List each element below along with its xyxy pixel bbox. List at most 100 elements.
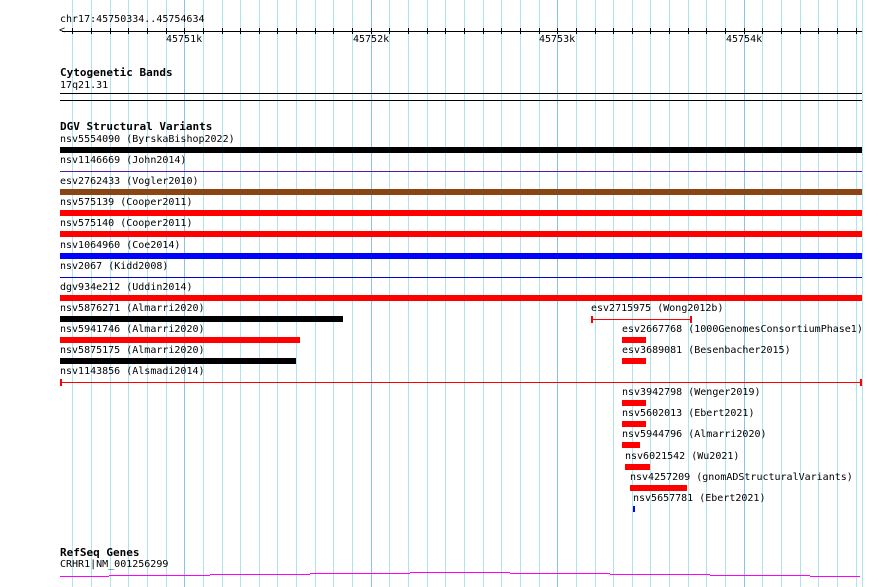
feature-bar[interactable] — [60, 316, 343, 322]
feature-label[interactable]: nsv1064960 (Coe2014) — [60, 240, 180, 252]
feature-bar[interactable] — [60, 358, 296, 364]
track-title: Cytogenetic Bands — [60, 66, 173, 79]
ruler-tick — [166, 28, 167, 34]
feature-label[interactable]: nsv5875175 (Almarri2020) — [60, 345, 205, 357]
feature-source: (Ebert2021) — [688, 408, 755, 419]
feature-label[interactable]: nsv1143856 (Alsmadi2014) — [60, 366, 205, 378]
feature-bar[interactable] — [633, 506, 635, 512]
feature-bar[interactable] — [622, 400, 646, 406]
feature-source: (Cooper2011) — [120, 218, 193, 229]
gene-segment[interactable] — [210, 574, 310, 575]
left-arrow-icon[interactable]: < — [59, 25, 66, 36]
feature-source: (Vogler2010) — [126, 176, 199, 187]
feature-bar[interactable] — [622, 358, 646, 364]
ruler-tick — [595, 28, 596, 34]
minor-grid-line — [576, 0, 577, 587]
feature-bar[interactable] — [60, 337, 300, 343]
ruler-tick — [539, 28, 540, 34]
feature-id: dgv934e212 — [60, 282, 121, 293]
feature-id: nsv575139 — [60, 197, 115, 208]
minor-grid-line — [632, 0, 633, 587]
gene-segment[interactable] — [510, 573, 610, 574]
feature-label[interactable]: nsv5876271 (Almarri2020) — [60, 303, 205, 315]
ruler-tick — [110, 28, 111, 34]
feature-label[interactable]: nsv5657781 (Ebert2021) — [633, 493, 765, 505]
gene-segment[interactable] — [710, 575, 810, 576]
minor-grid-line — [445, 0, 446, 587]
ruler-tick — [277, 28, 278, 34]
ruler-tick — [725, 28, 726, 34]
feature-label[interactable]: esv3689081 (Besenbacher2015) — [622, 345, 791, 357]
ruler-tick — [520, 28, 521, 34]
feature-line[interactable] — [60, 171, 862, 172]
ruler-tick — [501, 28, 502, 34]
feature-label[interactable]: esv2762433 (Vogler2010) — [60, 176, 199, 188]
major-grid-line — [184, 0, 185, 587]
feature-label[interactable]: nsv4257209 (gnomADStructuralVariants) — [630, 472, 853, 484]
gene-segment[interactable] — [109, 575, 210, 576]
feature-bar[interactable] — [60, 189, 862, 195]
feature-end-cap — [860, 379, 862, 386]
feature-bar[interactable] — [60, 295, 862, 301]
minor-grid-line — [650, 0, 651, 587]
feature-bar[interactable] — [630, 485, 687, 491]
ruler-tick — [389, 28, 390, 34]
feature-label[interactable]: esv2715975 (Wong2012b) — [591, 303, 723, 315]
feature-label[interactable]: esv2667768 (1000GenomesConsortiumPhase1) — [622, 324, 863, 336]
minor-grid-line — [352, 0, 353, 587]
feature-id: nsv5657781 — [633, 493, 694, 504]
ruler-tick — [203, 28, 204, 34]
feature-bar[interactable] — [60, 210, 862, 216]
feature-label[interactable]: nsv6021542 (Wu2021) — [625, 451, 739, 463]
feature-source: (gnomADStructuralVariants) — [696, 472, 853, 483]
minor-grid-line — [781, 0, 782, 587]
feature-label[interactable]: nsv1146669 (John2014) — [60, 155, 186, 167]
ruler-tick — [669, 28, 670, 34]
feature-bar[interactable] — [622, 337, 646, 343]
feature-bar[interactable] — [622, 442, 640, 448]
gene-segment[interactable] — [310, 573, 410, 574]
feature-bar[interactable] — [60, 253, 862, 259]
gene-segment[interactable] — [60, 576, 109, 577]
track-title: RefSeq Genes — [60, 546, 140, 559]
ruler-tick — [576, 28, 577, 34]
feature-label[interactable]: nsv5941746 (Almarri2020) — [60, 324, 205, 336]
feature-id: nsv5944796 — [622, 429, 683, 440]
ruler-tick — [856, 28, 857, 34]
feature-label[interactable]: nsv5602013 (Ebert2021) — [622, 408, 754, 420]
feature-line[interactable] — [60, 277, 862, 278]
feature-id: nsv575140 — [60, 218, 115, 229]
feature-bar[interactable] — [60, 147, 862, 153]
gene-segment[interactable] — [610, 574, 710, 575]
minor-grid-line — [147, 0, 148, 587]
feature-label[interactable]: nsv5944796 (Almarri2020) — [622, 429, 767, 441]
minor-grid-line — [408, 0, 409, 587]
feature-label[interactable]: nsv3942798 (Wenger2019) — [622, 387, 761, 399]
track-divider — [60, 100, 862, 101]
feature-label[interactable]: dgv934e212 (Uddin2014) — [60, 282, 192, 294]
ruler-major-label: 45751k — [166, 34, 203, 45]
feature-source: (Kidd2008) — [108, 261, 169, 272]
feature-label[interactable]: nsv2067 (Kidd2008) — [60, 261, 168, 273]
feature-line[interactable] — [591, 319, 692, 320]
feature-id: nsv3942798 — [622, 387, 683, 398]
feature-source: (Almarri2020) — [688, 429, 767, 440]
minor-grid-line — [296, 0, 297, 587]
feature-source: (1000GenomesConsortiumPhase1) — [688, 324, 863, 335]
feature-bar[interactable] — [625, 464, 650, 470]
feature-source: (Ebert2021) — [699, 493, 766, 504]
feature-source: (Cooper2011) — [120, 197, 193, 208]
feature-label[interactable]: nsv5554090 (ByrskaBishop2022) — [60, 134, 235, 146]
minor-grid-line — [856, 0, 857, 587]
feature-label[interactable]: nsv575139 (Cooper2011) — [60, 197, 192, 209]
gene-label[interactable]: CRHR1|NM_001256299 — [60, 559, 169, 570]
feature-label[interactable]: nsv575140 (Cooper2011) — [60, 218, 192, 230]
feature-bar[interactable] — [622, 421, 646, 427]
feature-bar[interactable] — [60, 231, 862, 237]
minor-grid-line — [203, 0, 204, 587]
feature-line[interactable] — [60, 382, 862, 383]
gene-segment[interactable] — [810, 576, 860, 577]
gene-segment[interactable] — [410, 572, 510, 573]
ruler-tick — [706, 28, 707, 34]
